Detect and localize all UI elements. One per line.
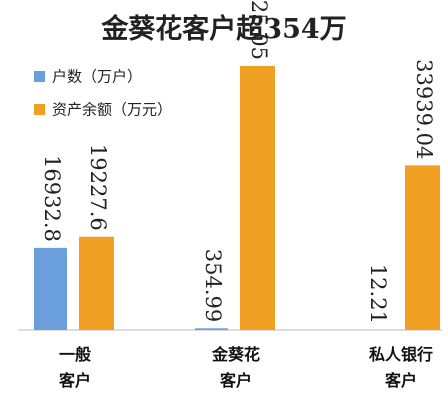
value-label: 33939.04 [412, 59, 436, 159]
legend-swatch [34, 71, 45, 82]
value-label: 354.99 [201, 249, 225, 322]
x-tick-label: 客户 [385, 371, 417, 390]
legend-swatch [34, 104, 45, 115]
value-label: 54425.05 [247, 0, 271, 60]
x-tick-label: 私人银行 [369, 345, 433, 364]
bar [79, 236, 114, 330]
x-tick-label: 金葵花 [211, 345, 260, 364]
bar [405, 165, 440, 330]
x-tick-label: 客户 [59, 371, 91, 390]
x-tick-label: 客户 [220, 371, 252, 390]
legend-label: 资产余额（万元） [52, 101, 172, 119]
chart-title: 金葵花客户超354万 [100, 13, 346, 45]
bar [34, 247, 67, 330]
value-label: 16932.8 [40, 155, 64, 242]
legend-label: 户数（万户） [52, 68, 142, 86]
value-label: 19227.6 [86, 144, 110, 231]
x-tick-label: 一般 [59, 345, 91, 364]
value-label: 12.21 [366, 264, 390, 324]
bar [240, 66, 275, 330]
bar [195, 328, 228, 330]
